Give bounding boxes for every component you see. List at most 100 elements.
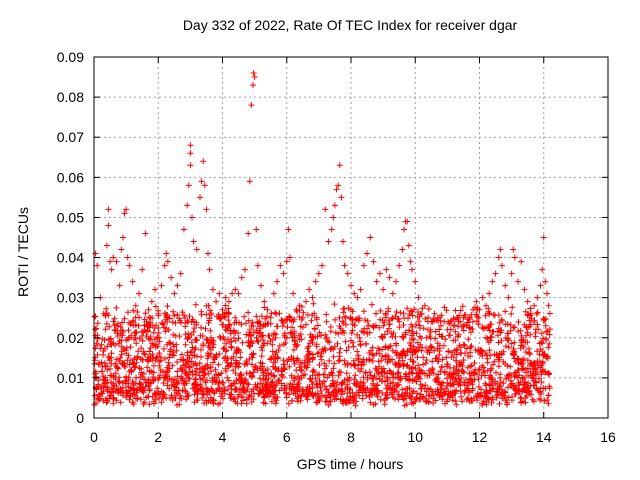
data-point (492, 270, 499, 277)
data-point (497, 246, 504, 253)
data-point (389, 290, 396, 297)
data-point (454, 314, 461, 321)
data-point (105, 206, 112, 213)
y-tick-label: 0.04 (57, 250, 84, 266)
x-axis-label: GPS time / hours (296, 456, 404, 472)
x-tick-label: 10 (407, 429, 423, 445)
x-tick-label: 12 (472, 429, 488, 445)
data-point (383, 266, 390, 273)
data-point (473, 298, 480, 305)
data-point (139, 266, 146, 273)
data-point (341, 262, 348, 269)
data-point (258, 282, 265, 289)
data-point (392, 278, 399, 285)
x-tick-label: 0 (90, 429, 98, 445)
data-point (222, 294, 229, 301)
data-point (518, 258, 525, 265)
data-point (510, 246, 517, 253)
x-tick-label: 4 (219, 429, 227, 445)
data-point (190, 238, 197, 245)
data-point (161, 262, 168, 269)
data-point (206, 266, 213, 273)
data-point (248, 102, 255, 109)
data-point (126, 262, 133, 269)
data-point (524, 298, 531, 305)
data-point (299, 314, 306, 321)
y-tick-label: 0.08 (57, 89, 84, 105)
data-point (201, 182, 208, 189)
data-point (229, 290, 236, 297)
data-point (470, 306, 477, 313)
data-point (107, 258, 114, 265)
data-point (296, 302, 303, 309)
data-point (306, 286, 313, 293)
y-tick-label: 0.09 (57, 49, 84, 65)
data-point (360, 262, 367, 269)
data-point (250, 70, 257, 77)
data-point (444, 326, 451, 333)
data-point (428, 318, 435, 325)
x-tick-label: 14 (536, 429, 552, 445)
chart-title: Day 332 of 2022, Rate Of TEC Index for r… (182, 17, 518, 33)
data-point (505, 294, 512, 301)
data-point (216, 290, 223, 297)
data-point (232, 286, 239, 293)
data-point (197, 194, 204, 201)
data-point (335, 182, 342, 189)
data-point (542, 278, 549, 285)
data-point (168, 274, 175, 281)
data-point (534, 294, 541, 301)
x-tick-label: 6 (283, 429, 291, 445)
data-point (171, 290, 178, 297)
data-point (267, 314, 274, 321)
data-point (325, 238, 332, 245)
data-point (303, 298, 310, 305)
data-point (280, 270, 287, 277)
y-tick-label: 0.03 (57, 290, 84, 306)
data-point (543, 290, 550, 297)
data-point (404, 218, 411, 225)
data-point (180, 226, 187, 233)
data-point (486, 290, 493, 297)
data-point (333, 186, 340, 193)
data-point (431, 310, 438, 317)
data-point (177, 270, 184, 277)
data-band (91, 300, 553, 409)
data-point (132, 302, 139, 309)
data-point (193, 246, 200, 253)
data-point (110, 254, 117, 261)
data-point (142, 230, 149, 237)
y-tick-label: 0 (76, 410, 84, 426)
data-point (476, 306, 483, 313)
data-point (100, 310, 107, 317)
data-point (261, 298, 268, 305)
data-point (450, 322, 457, 329)
data-point (537, 282, 544, 289)
data-point (357, 286, 364, 293)
data-point (466, 314, 473, 321)
data-point (163, 250, 170, 257)
data-point (116, 282, 123, 289)
data-point (187, 150, 194, 157)
y-axis-label: ROTI / TECUs (15, 207, 31, 297)
data-point (285, 226, 292, 233)
data-point (412, 278, 419, 285)
data-point (250, 82, 257, 89)
y-tick-label: 0.07 (57, 129, 84, 145)
data-point (251, 74, 258, 81)
data-point (219, 306, 226, 313)
y-tick-label: 0.02 (57, 330, 84, 346)
data-point (437, 322, 444, 329)
data-point (415, 294, 422, 301)
data-point (498, 262, 505, 269)
data-point (434, 314, 441, 321)
data-point (187, 142, 194, 149)
data-point (205, 250, 212, 257)
data-point (418, 310, 425, 317)
data-point (319, 262, 326, 269)
data-point (174, 282, 181, 289)
data-band-markers (91, 300, 553, 409)
data-point (511, 254, 518, 261)
data-point (198, 178, 205, 185)
